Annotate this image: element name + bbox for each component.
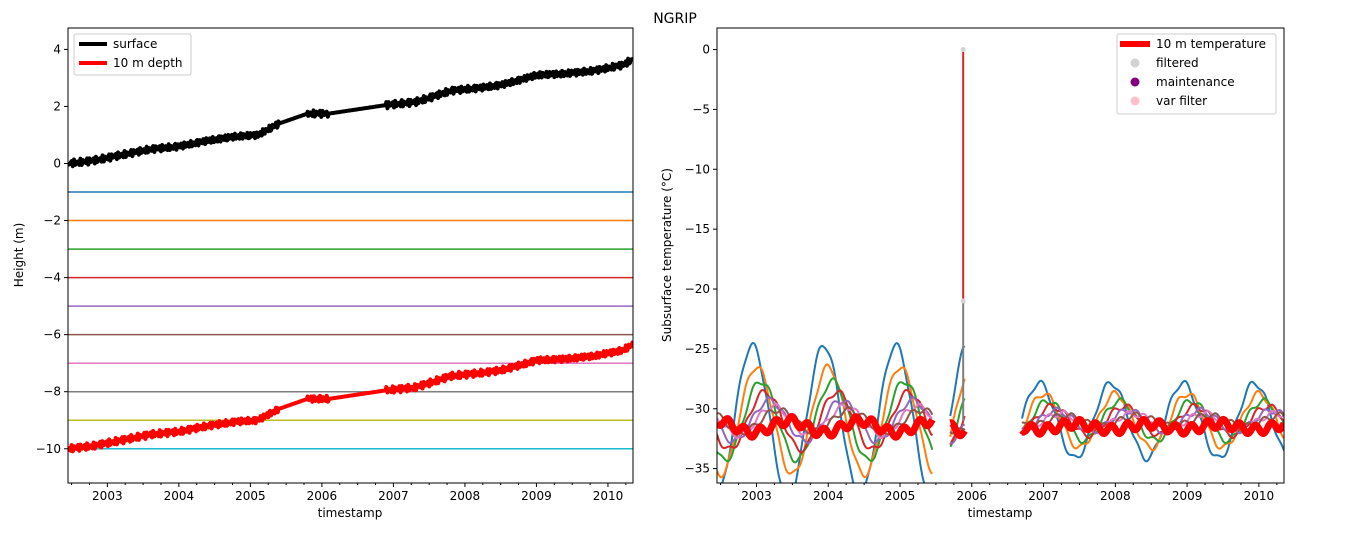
legend-surface-label: surface (113, 37, 157, 51)
x-tick-label: 2006 (307, 489, 338, 503)
legend-10m-temperature-label: 10 m temperature (1156, 37, 1266, 51)
x-tick-label: 2010 (1244, 489, 1275, 503)
y-tick-label: 0 (53, 157, 61, 171)
filtered-point (960, 47, 966, 53)
legend-10m-depth-label: 10 m depth (113, 56, 183, 70)
legend-maintenance-label: maintenance (1156, 75, 1235, 89)
x-tick-label: 2008 (1100, 489, 1131, 503)
x-tick-label: 2009 (1172, 489, 1203, 503)
x-tick-label: 2007 (1028, 489, 1059, 503)
sensor-temperature-line (717, 388, 934, 454)
x-tick-label: 2010 (593, 489, 624, 503)
y-tick-label: −25 (685, 342, 710, 356)
sensor-temperature-line (721, 342, 926, 483)
y-tick-label: −10 (685, 162, 710, 176)
x-tick-label: 2009 (521, 489, 552, 503)
x-tick-label: 2003 (92, 489, 123, 503)
x-tick-label: 2003 (741, 489, 772, 503)
sensor-temperature-line (717, 363, 933, 479)
y-tick-label: 2 (53, 99, 61, 113)
temperature-x-axis: 2003 2004 2005 2006 2007 2008 2009 2010 (720, 483, 1278, 503)
legend-var-filter-label: var filter (1156, 94, 1207, 108)
figure-title: NGRIP (653, 11, 697, 27)
x-tick-label: 2005 (885, 489, 916, 503)
temperature-10m-line (947, 419, 968, 440)
height-axes-frame (67, 27, 634, 484)
y-tick-label: −20 (685, 282, 710, 296)
height-x-axis-label: timestamp (318, 506, 383, 520)
y-tick-label: −8 (43, 385, 61, 399)
x-tick-label: 2006 (957, 489, 988, 503)
temperature-y-axis: −35 −30 −25 −20 −15 −10 −5 0 (685, 43, 717, 476)
y-tick-label: −6 (43, 328, 61, 342)
depth-10m-line (68, 340, 633, 454)
legend-filtered-label: filtered (1156, 56, 1199, 70)
y-tick-label: −35 (685, 462, 710, 476)
x-tick-label: 2004 (813, 489, 844, 503)
y-tick-label: −4 (43, 271, 61, 285)
surface-line (68, 56, 633, 169)
y-tick-label: −2 (43, 214, 61, 228)
x-tick-label: 2008 (450, 489, 481, 503)
height-legend: surface 10 m depth (73, 33, 192, 76)
sensor-temperature-line (717, 402, 933, 440)
y-tick-label: −15 (685, 222, 710, 236)
temperature-legend: 10 m temperature filtered maintenance va… (1116, 33, 1277, 115)
filtered-point (960, 298, 966, 304)
temperature-10m-line (717, 413, 936, 441)
x-tick-label: 2004 (164, 489, 195, 503)
height-y-axis: −10 −8 −6 −4 −2 0 2 4 (36, 42, 68, 456)
legend-maintenance-marker (1130, 77, 1140, 87)
y-tick-label: −30 (685, 402, 710, 416)
y-tick-label: 4 (53, 42, 61, 56)
temperature-x-axis-label: timestamp (968, 506, 1033, 520)
x-tick-label: 2007 (378, 489, 409, 503)
x-tick-label: 2005 (235, 489, 266, 503)
y-tick-label: 0 (702, 43, 710, 57)
temperature-legend-frame (1116, 33, 1277, 115)
sensor-temperature-line (717, 377, 934, 464)
height-plot-area (68, 56, 633, 454)
temperature-chart: −35−30−25−20−15−10−50 2003 2004 2005 2006 20… (660, 27, 1285, 520)
temperature-y-axis-label: Subsurface temperature (°C) (660, 168, 674, 342)
legend-filtered-marker (1130, 58, 1140, 68)
height-y-axis-label: Height (m) (12, 223, 26, 288)
y-tick-label: −5 (692, 102, 710, 116)
temperature-axes-frame (716, 27, 1285, 484)
legend-var-filter-marker (1130, 96, 1140, 106)
temperature-plot-area (717, 47, 1284, 483)
temperature-10m-line (1019, 415, 1284, 438)
height-x-axis: 2003 2004 2005 2006 2007 2008 2009 2010 (71, 483, 627, 503)
y-tick-label: −10 (36, 442, 61, 456)
